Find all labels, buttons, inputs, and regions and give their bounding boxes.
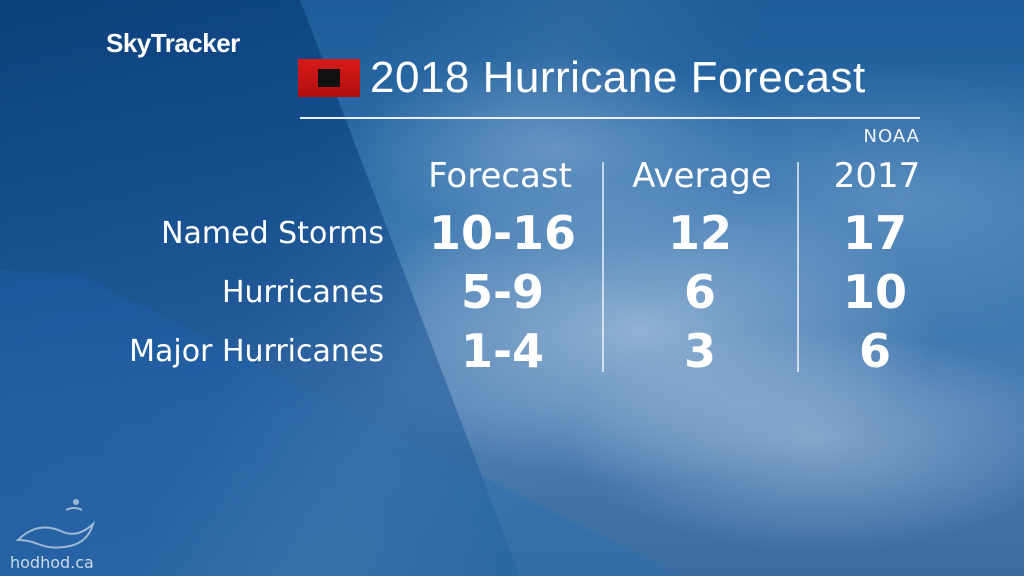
brand-logo: SkyTracker (106, 28, 240, 58)
bird-logo-icon (15, 499, 95, 549)
table-cell: 12 (667, 206, 732, 260)
column-header-2017: 2017 (833, 156, 921, 196)
table-cell: 3 (683, 324, 716, 378)
watermark-text: hodhod.ca (10, 553, 94, 572)
row-label-hurricanes: Hurricanes (221, 275, 384, 310)
table-cell: 10 (842, 265, 907, 319)
table-cell: 1-4 (460, 324, 545, 378)
title-header: 2018 Hurricane Forecast (298, 54, 866, 102)
table-cell: 17 (842, 206, 907, 260)
column-divider (602, 162, 604, 372)
table-cell: 5-9 (460, 265, 545, 319)
table-cell: 10-16 (428, 206, 577, 260)
column-divider (797, 162, 799, 372)
row-label-major-hurricanes: Major Hurricanes (129, 334, 384, 369)
column-header-average: Average (632, 156, 772, 196)
hurricane-warning-flag-icon (298, 59, 360, 97)
table-cell: 6 (858, 324, 891, 378)
page-title: 2018 Hurricane Forecast (370, 53, 866, 102)
source-label: NOAA (863, 126, 920, 147)
table-cell: 6 (683, 265, 716, 319)
title-rule (300, 117, 920, 119)
column-header-forecast: Forecast (428, 156, 572, 196)
row-label-named-storms: Named Storms (161, 216, 384, 251)
